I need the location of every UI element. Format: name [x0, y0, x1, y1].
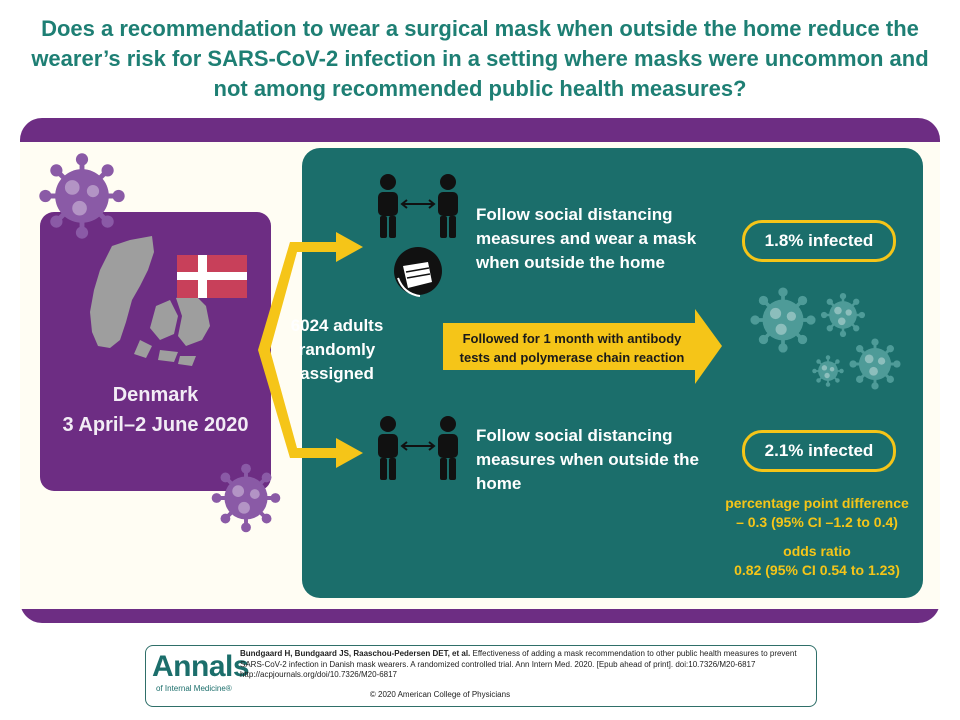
infographic-title: Does a recommendation to wear a surgical…: [31, 16, 929, 101]
copyright: © 2020 American College of Physicians: [369, 690, 511, 699]
arm-control-label: Follow social distancing measures when o…: [476, 426, 699, 493]
randomization-arrows: [258, 232, 363, 468]
arm-control-result: 2.1% infected: [742, 430, 896, 472]
virus-icon: [39, 153, 124, 238]
followup-label: Followed for 1 month with antibody tests…: [459, 331, 685, 365]
ppd-label: percentage point difference: [725, 495, 909, 511]
virus-icon: [847, 336, 903, 392]
citation-body: Effectiveness of adding a mask recommend…: [240, 649, 797, 669]
denmark-map-icon: [90, 236, 220, 366]
participants-label: 6024 adults randomly assigned: [290, 316, 384, 383]
virus-icon: [748, 285, 818, 355]
or-label: odds ratio: [783, 543, 851, 559]
annals-logo-subtitle: of Internal Medicine®: [156, 684, 232, 693]
virus-icon: [209, 461, 283, 535]
citation-text: Bundgaard H, Bundgaard JS, Raaschou-Pede…: [240, 649, 805, 681]
setting-dates: 3 April–2 June 2020: [62, 414, 249, 436]
danish-flag-icon: [177, 255, 247, 298]
citation-box: [145, 645, 817, 707]
citation-link[interactable]: http://acpjournals.org/doi/10.7326/M20-6…: [240, 670, 397, 679]
ppd-value: – 0.3 (95% CI –1.2 to 0.4): [736, 514, 898, 530]
virus-icon: [811, 354, 845, 388]
annals-logo: Annals: [152, 650, 250, 683]
setting-country: Denmark: [112, 384, 199, 406]
citation-authors: Bundgaard H, Bundgaard JS, Raaschou-Pede…: [240, 649, 471, 658]
mask-icon: [394, 247, 442, 297]
arm-mask-result: 1.8% infected: [742, 220, 896, 262]
people-distancing-icon: [378, 416, 458, 480]
arm-mask-label: Follow social distancing measures and we…: [476, 205, 697, 272]
followup-arrow: [443, 309, 722, 384]
or-value: 0.82 (95% CI 0.54 to 1.23): [734, 562, 900, 578]
people-distancing-icon: [378, 174, 458, 238]
virus-icon: [819, 291, 867, 339]
